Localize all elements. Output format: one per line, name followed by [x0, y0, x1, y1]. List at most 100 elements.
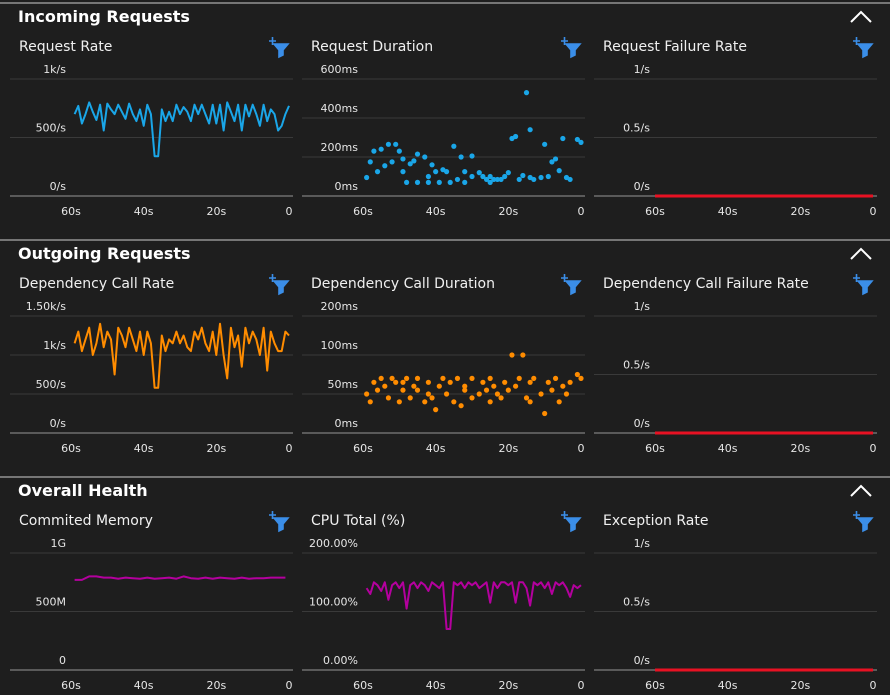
data-point — [513, 383, 519, 389]
y-tick-label: 600ms — [321, 63, 359, 76]
data-point — [396, 399, 402, 405]
section-title: Overall Health — [18, 481, 148, 500]
filter-button[interactable] — [853, 274, 874, 296]
data-point — [462, 169, 468, 175]
data-point — [374, 387, 381, 393]
x-tick-label: 40s — [134, 205, 154, 218]
data-point — [494, 176, 501, 183]
y-tick-label: 1G — [50, 537, 66, 550]
data-point — [422, 399, 428, 405]
y-tick-label: 0/s — [634, 654, 651, 667]
data-point — [447, 379, 453, 385]
data-point — [411, 158, 417, 164]
collapse-chevron[interactable] — [850, 484, 872, 497]
chart-title: Request Failure Rate — [603, 39, 747, 55]
x-tick-label: 60s — [645, 679, 665, 692]
x-tick-label: 0 — [578, 679, 585, 692]
data-point — [491, 383, 497, 389]
data-point — [425, 179, 431, 185]
series-line — [73, 101, 290, 158]
y-tick-label: 0.5/s — [623, 596, 650, 609]
data-point — [425, 173, 431, 180]
data-point — [502, 379, 508, 385]
data-point — [425, 379, 431, 385]
data-point — [542, 410, 548, 417]
x-tick-label: 20s — [206, 679, 226, 692]
data-point — [436, 179, 442, 185]
chart-title: Commited Memory — [19, 513, 153, 529]
data-point — [538, 174, 544, 181]
y-tick-label: 500/s — [36, 378, 67, 391]
data-point — [389, 375, 395, 381]
data-point — [433, 407, 439, 413]
data-point — [516, 176, 522, 183]
data-point — [502, 173, 508, 180]
x-tick-label: 40s — [134, 679, 154, 692]
data-point — [567, 379, 573, 385]
data-point — [505, 170, 511, 176]
filter-button[interactable] — [269, 37, 290, 59]
data-point — [527, 127, 533, 133]
data-point — [422, 154, 428, 160]
data-point — [483, 176, 490, 183]
filter-button[interactable] — [269, 274, 290, 296]
data-point — [378, 375, 384, 381]
data-point — [469, 153, 475, 159]
y-tick-label: 1k/s — [43, 339, 66, 352]
filter-button[interactable] — [561, 37, 582, 59]
filter-button[interactable] — [561, 511, 582, 533]
x-tick-label: 0 — [578, 442, 585, 455]
data-point — [476, 391, 482, 397]
chart-title: Dependency Call Rate — [19, 276, 174, 292]
x-tick-label: 20s — [498, 679, 518, 692]
x-tick-label: 0 — [578, 205, 585, 218]
data-point — [527, 399, 533, 405]
collapse-chevron[interactable] — [850, 10, 872, 23]
data-point — [414, 375, 421, 381]
data-point — [542, 141, 548, 147]
y-tick-label: 1.50k/s — [26, 300, 67, 313]
y-tick-label: 1/s — [634, 537, 651, 550]
chart-title: Dependency Call Duration — [311, 276, 495, 292]
data-point — [545, 173, 551, 180]
filter-button[interactable] — [853, 511, 874, 533]
data-point — [454, 176, 461, 183]
data-point — [414, 179, 421, 185]
data-point — [523, 90, 530, 96]
filter-button[interactable] — [561, 274, 582, 296]
data-point — [487, 399, 493, 405]
x-tick-label: 60s — [353, 205, 373, 218]
filter-button[interactable] — [269, 511, 290, 533]
section-title: Incoming Requests — [18, 7, 190, 26]
data-point — [574, 136, 580, 143]
data-point — [487, 173, 493, 180]
series-line — [365, 581, 582, 630]
filter-button[interactable] — [853, 37, 874, 59]
x-tick-label: 20s — [498, 442, 518, 455]
chart-title: CPU Total (%) — [311, 513, 405, 529]
data-point — [487, 375, 493, 381]
x-tick-label: 0 — [286, 205, 293, 218]
data-point — [433, 169, 439, 175]
data-point — [491, 176, 497, 183]
x-tick-label: 40s — [426, 679, 446, 692]
y-tick-label: 200ms — [321, 300, 359, 313]
data-point — [531, 375, 537, 381]
data-point — [578, 139, 584, 145]
y-tick-label: 50ms — [328, 378, 359, 391]
y-tick-label: 500/s — [36, 122, 67, 135]
y-tick-label: 0 — [59, 654, 66, 667]
y-tick-label: 100.00% — [309, 596, 358, 609]
data-point — [563, 391, 570, 397]
y-tick-label: 400ms — [321, 102, 359, 115]
series-line — [73, 322, 290, 389]
data-point — [469, 173, 475, 180]
collapse-chevron[interactable] — [850, 247, 872, 260]
data-point — [404, 375, 410, 381]
x-tick-label: 40s — [718, 442, 738, 455]
data-point — [480, 379, 486, 385]
y-tick-label: 0ms — [335, 417, 359, 430]
